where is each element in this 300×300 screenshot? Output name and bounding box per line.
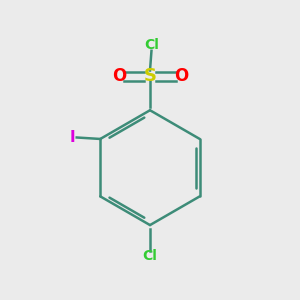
Text: I: I — [70, 130, 75, 145]
Text: O: O — [174, 68, 188, 85]
Text: Cl: Cl — [144, 38, 159, 52]
Text: O: O — [112, 68, 126, 85]
Text: Cl: Cl — [142, 249, 158, 263]
Text: S: S — [143, 68, 157, 85]
